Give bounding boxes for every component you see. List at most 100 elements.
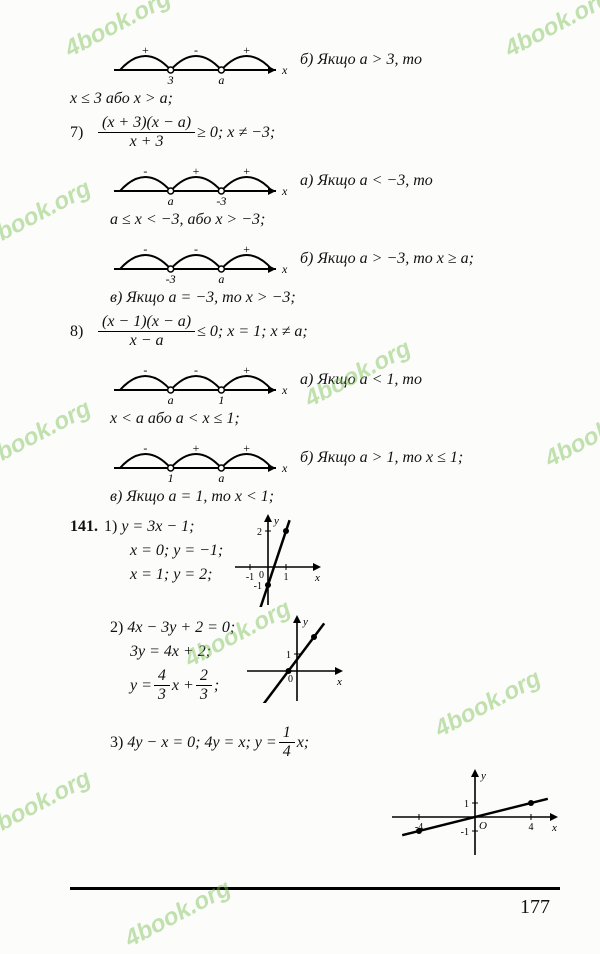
text-d3: б) Якщо a > −3, то x ≥ a;	[300, 250, 474, 268]
sign-diagram-4: --+a1x	[110, 356, 290, 404]
svg-text:x: x	[281, 461, 288, 475]
frac-p2b-2d: 3	[196, 686, 212, 704]
item-num-7: 7)	[70, 124, 96, 142]
text-d1: б) Якщо a > 3, то	[300, 51, 422, 69]
problem-141-1: 141. 1) y = 3x − 1;	[70, 518, 223, 536]
sign-diagram-1: +-+3ax	[110, 36, 290, 84]
svg-text:a: a	[218, 73, 224, 84]
problem-141-block: 141. 1) y = 3x − 1; x = 0; y = −1; x = 1…	[70, 512, 560, 607]
svg-text:-: -	[143, 164, 147, 178]
p3: 3) 4y − x = 0; 4y = x; y = 1 4 x;	[110, 724, 309, 761]
svg-text:x: x	[336, 676, 342, 688]
p2b-lead: y =	[130, 677, 152, 695]
svg-text:1: 1	[168, 471, 174, 482]
p3-lead: 4y − x = 0; 4y = x; y =	[127, 734, 276, 752]
svg-text:0: 0	[288, 674, 293, 685]
line-5: в) Якщо a = 1, то x < 1;	[110, 488, 560, 506]
text-l1: x ≤ 3 або x > a;	[70, 90, 173, 108]
svg-text:2: 2	[257, 527, 262, 538]
p3-tail: x;	[297, 734, 309, 752]
svg-text:-1: -1	[254, 581, 262, 592]
tail-8: ≤ 0; x = 1; x ≠ a;	[197, 323, 308, 341]
graph-3-wrap: xyO4-41-1	[70, 767, 560, 857]
svg-text:x: x	[281, 383, 288, 397]
eq-2: 4x − 3y + 2 = 0;	[127, 619, 235, 637]
svg-text:+: +	[243, 242, 250, 256]
text-d5: б) Якщо a > 1, то x ≤ 1;	[300, 449, 463, 467]
svg-text:+: +	[243, 43, 250, 57]
svg-text:x: x	[551, 822, 557, 834]
graph-3: xyO4-41-1	[390, 767, 560, 857]
svg-text:+: +	[193, 164, 200, 178]
text-p2a: 3y = 4x + 2;	[130, 643, 211, 661]
tail-7: ≥ 0; x ≠ −3;	[197, 124, 275, 142]
svg-text:1: 1	[286, 650, 291, 661]
svg-text:y: y	[302, 616, 308, 628]
problem-141-3-block: 3) 4y − x = 0; 4y = x; y = 1 4 x;	[70, 718, 560, 767]
svg-text:4: 4	[529, 822, 534, 833]
svg-text:-: -	[194, 43, 198, 57]
svg-text:x: x	[314, 572, 320, 584]
text-d2: а) Якщо a < −3, то	[300, 172, 433, 190]
svg-text:-1: -1	[461, 827, 469, 838]
text-p141b: x = 1; y = 2;	[130, 566, 212, 584]
svg-text:a: a	[218, 272, 224, 283]
svg-text:x: x	[281, 63, 288, 77]
item-num-8: 8)	[70, 323, 96, 341]
footer-rule	[70, 887, 560, 890]
sign-diagram-2: -++a-3x	[110, 157, 290, 205]
problem-141-text: 141. 1) y = 3x − 1; x = 0; y = −1; x = 1…	[70, 512, 223, 590]
svg-text:0: 0	[259, 570, 264, 581]
problem-141-3-text: 3) 4y − x = 0; 4y = x; y = 1 4 x;	[70, 718, 309, 767]
p2b-mid: x +	[172, 677, 194, 695]
svg-text:y: y	[480, 770, 486, 782]
frac-7: (x + 3)(x − a) x + 3	[98, 114, 195, 151]
row-d3: --+-3ax б) Якщо a > −3, то x ≥ a;	[110, 235, 560, 283]
text-p141a: x = 0; y = −1;	[130, 542, 223, 560]
sign-diagram-5: -++1ax	[110, 434, 290, 482]
frac-p3-d: 4	[279, 743, 295, 761]
sign-diagram-3: --+-3ax	[110, 235, 290, 283]
frac-p2b-1d: 3	[154, 686, 170, 704]
p2b: y = 4 3 x + 2 3 ;	[130, 667, 235, 704]
eq-141-1: y = 3x − 1;	[121, 518, 194, 536]
text-l4: x < a або a < x ≤ 1;	[110, 410, 240, 428]
line-2: a ≤ x < −3, або x > −3;	[110, 211, 560, 229]
p2b-tail: ;	[214, 677, 219, 695]
frac-p2b-2n: 2	[196, 667, 212, 686]
svg-text:a: a	[218, 471, 224, 482]
frac-p2b-1n: 4	[154, 667, 170, 686]
svg-text:-: -	[143, 363, 147, 377]
svg-text:+: +	[193, 441, 200, 455]
line-4: x < a або a < x ≤ 1;	[110, 410, 560, 428]
row-d4: --+a1x а) Якщо a < 1, то	[110, 356, 560, 404]
problem-141-2-block: 2) 4x − 3y + 2 = 0; 3y = 4x + 2; y = 4 3…	[70, 613, 560, 710]
text-d4: а) Якщо a < 1, то	[300, 371, 422, 389]
frac-p3-n: 1	[279, 724, 295, 743]
graph-1: xy01-12-1	[233, 512, 323, 607]
row-d5: -++1ax б) Якщо a > 1, то x ≤ 1;	[110, 434, 560, 482]
svg-text:1: 1	[284, 572, 289, 583]
frac-p3: 1 4	[279, 724, 295, 761]
frac-8-num: (x − 1)(x − a)	[98, 313, 195, 332]
svg-text:-: -	[143, 242, 147, 256]
p141b: x = 1; y = 2;	[130, 566, 223, 584]
frac-7-num: (x + 3)(x − a)	[98, 114, 195, 133]
svg-text:x: x	[281, 184, 288, 198]
row-d2: -++a-3x а) Якщо a < −3, то	[110, 157, 560, 205]
problem-141-2-text: 2) 4x − 3y + 2 = 0; 3y = 4x + 2; y = 4 3…	[70, 613, 235, 710]
line-3: в) Якщо a = −3, то x > −3;	[110, 289, 560, 307]
frac-8: (x − 1)(x − a) x − a	[98, 313, 195, 350]
svg-text:1: 1	[218, 393, 224, 404]
sub-2: 2)	[110, 619, 123, 637]
graph-2: x y 0 1	[245, 613, 345, 703]
svg-text:x: x	[281, 262, 288, 276]
svg-text:O: O	[479, 820, 487, 832]
svg-text:-: -	[194, 363, 198, 377]
p141a: x = 0; y = −1;	[130, 542, 223, 560]
line-1: x ≤ 3 або x > a;	[70, 90, 560, 108]
text-l5: в) Якщо a = 1, то x < 1;	[110, 488, 274, 506]
svg-text:-3: -3	[216, 194, 226, 205]
frac-p2b-1: 4 3	[154, 667, 170, 704]
problem-7: 7) (x + 3)(x − a) x + 3 ≥ 0; x ≠ −3;	[70, 114, 560, 151]
